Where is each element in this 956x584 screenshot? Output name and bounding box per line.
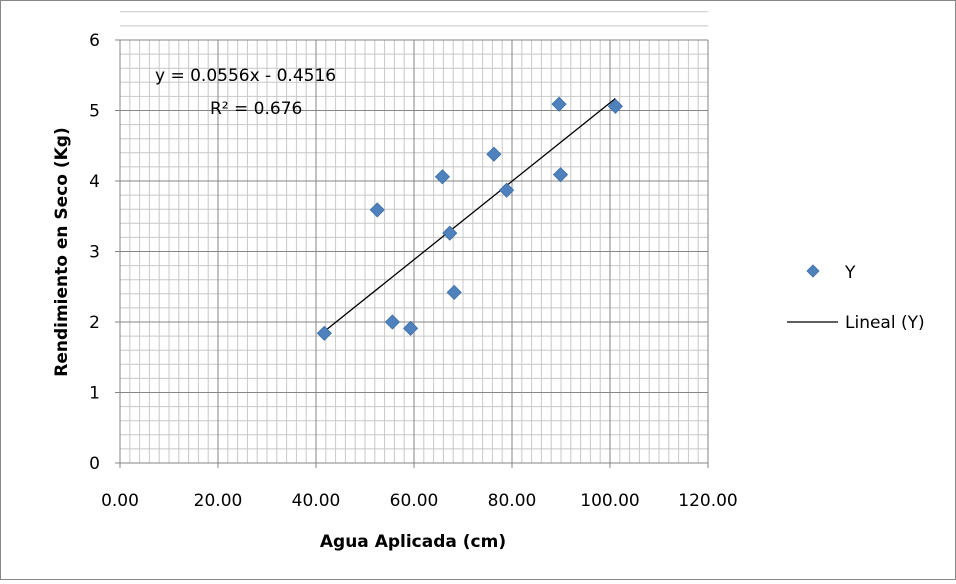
axes <box>115 39 709 468</box>
data-point <box>499 182 515 198</box>
data-point <box>369 202 385 218</box>
trendline <box>323 98 616 332</box>
x-tick-label: 20.00 <box>194 491 243 511</box>
data-point <box>442 225 458 241</box>
trendline-layer <box>323 98 616 332</box>
data-points <box>316 96 623 341</box>
x-tick-label: 120.00 <box>678 491 737 511</box>
y-tick-label: 6 <box>89 31 100 51</box>
legend: Y Lineal (Y) <box>787 263 925 333</box>
legend-diamond-marker <box>806 264 820 278</box>
x-tick-label: 100.00 <box>580 491 639 511</box>
data-point <box>551 96 567 112</box>
x-tick-label: 60.00 <box>390 491 439 511</box>
y-tick-label: 0 <box>89 454 100 474</box>
trendline-equation: y = 0.0556x - 0.4516 <box>155 66 336 86</box>
data-point <box>403 320 419 336</box>
y-tick-label: 2 <box>89 313 100 333</box>
legend-label-trendline: Lineal (Y) <box>845 313 925 333</box>
data-point <box>552 167 569 183</box>
x-tick-label: 0.00 <box>101 491 139 511</box>
y-tick-label: 5 <box>89 102 100 122</box>
legend-item-y: Y <box>806 263 856 283</box>
x-tick-labels: 0.00 20.00 40.00 60.00 80.00 100.00 120.00 <box>101 491 738 511</box>
x-tick-label: 40.00 <box>292 491 341 511</box>
x-axis-title: Agua Aplicada (cm) <box>320 532 506 552</box>
y-tick-label: 1 <box>89 384 100 404</box>
data-point <box>486 146 502 162</box>
data-point <box>316 325 332 341</box>
y-tick-label: 4 <box>89 172 100 192</box>
legend-label-y: Y <box>844 263 856 283</box>
data-point <box>434 169 450 185</box>
y-axis-title: Rendimiento en Seco (Kg) <box>52 127 72 377</box>
grid <box>120 11 709 463</box>
y-tick-labels: 0 1 2 3 4 5 6 <box>89 31 100 474</box>
data-point <box>446 284 462 300</box>
y-tick-label: 3 <box>89 243 100 263</box>
x-tick-label: 80.00 <box>488 491 537 511</box>
legend-item-trendline: Lineal (Y) <box>787 313 925 333</box>
data-point <box>384 314 401 330</box>
r-squared-label: R² = 0.676 <box>210 99 302 119</box>
data-point <box>607 98 623 114</box>
